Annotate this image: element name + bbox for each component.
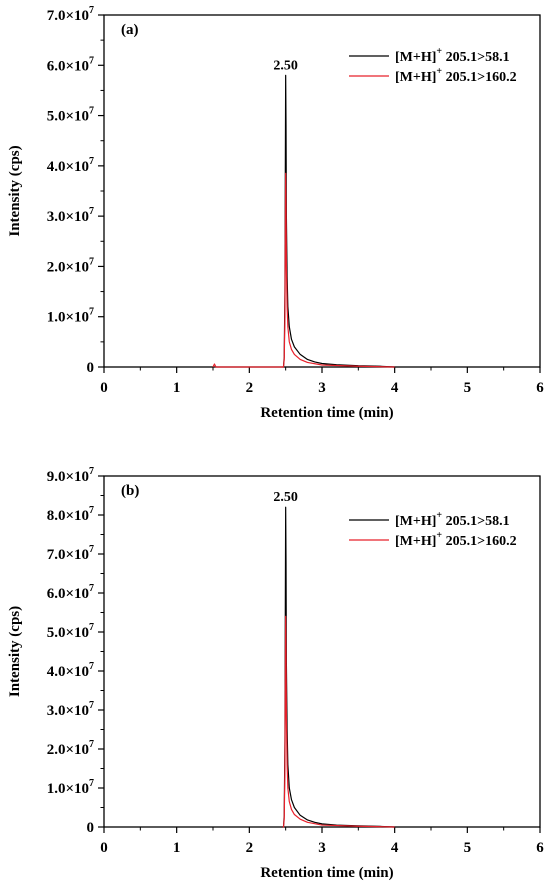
- x-tick-label: 6: [536, 840, 544, 856]
- x-tick-label: 6: [536, 380, 544, 396]
- plot-frame: [103, 14, 541, 368]
- legend-entry: [M+H]+ 205.1>160.2: [395, 530, 517, 549]
- y-tick-label: 4.0×107: [47, 661, 94, 680]
- y-axis-title: Intensity (cps): [7, 606, 23, 697]
- chart-panel-a: 0 1 2 3 4 5 6 0 1.0×107 2.0×107 3.0×107 4.0×107 5.0×…: [7, 5, 544, 421]
- y-tick-label: 5.0×107: [47, 622, 94, 641]
- legend-entry: [M+H]+ 205.1>58.1: [395, 46, 510, 65]
- x-tick-label: 1: [173, 380, 181, 396]
- series-line-2: [212, 172, 395, 368]
- legend-entry: [M+H]+ 205.1>160.2: [395, 66, 517, 85]
- legend-entry: [M+H]+ 205.1>58.1: [395, 510, 510, 529]
- x-tick-label: 4: [391, 380, 399, 396]
- y-tick-label: 8.0×107: [47, 505, 94, 524]
- x-tick-label: 1: [173, 840, 181, 856]
- x-tick-label: 2: [246, 380, 254, 396]
- peak-label: 2.50: [273, 490, 298, 505]
- y-tick-label: 2.0×107: [47, 256, 94, 275]
- x-tick-label: 3: [318, 380, 326, 396]
- x-axis-title: Retention time (min): [260, 865, 393, 881]
- y-tick-label: 9.0×107: [47, 466, 94, 485]
- y-tick-label: 7.0×107: [47, 5, 94, 24]
- y-tick-label: 6.0×107: [47, 55, 94, 74]
- y-axis-title: Intensity (cps): [7, 145, 23, 236]
- x-tick-label: 0: [100, 840, 108, 856]
- x-tick-label: 4: [391, 840, 399, 856]
- y-tick-label: 6.0×107: [47, 583, 94, 602]
- x-tick-label: 5: [464, 840, 472, 856]
- x-tick-label: 2: [246, 840, 254, 856]
- x-tick-label: 3: [318, 840, 326, 856]
- y-tick-label: 7.0×107: [47, 544, 94, 563]
- y-tick-label: 5.0×107: [47, 106, 94, 125]
- y-tick-label: 3.0×107: [47, 700, 94, 719]
- y-tick-label: 4.0×107: [47, 156, 94, 175]
- panel-label: (a): [121, 22, 139, 38]
- chart-panel-b: 0 1 2 3 4 5 6 0 1.0×107 2.0×107 3.0×107 4.0×107 5.0×…: [7, 466, 544, 881]
- y-tick-label: 1.0×107: [47, 307, 94, 326]
- y-tick-label: 3.0×107: [47, 206, 94, 225]
- y-tick-label: 0: [87, 820, 95, 836]
- x-axis-title: Retention time (min): [260, 405, 393, 421]
- x-tick-label: 5: [464, 380, 472, 396]
- peak-label: 2.50: [273, 58, 298, 73]
- x-tick-label: 0: [100, 380, 108, 396]
- series-line-1: [282, 506, 395, 828]
- series-line-2: [282, 615, 395, 828]
- series-line-1: [282, 74, 395, 368]
- panel-label: (b): [121, 483, 139, 499]
- y-tick-label: 2.0×107: [47, 739, 94, 758]
- y-tick-label: 1.0×107: [47, 778, 94, 797]
- y-tick-label: 0: [87, 360, 95, 376]
